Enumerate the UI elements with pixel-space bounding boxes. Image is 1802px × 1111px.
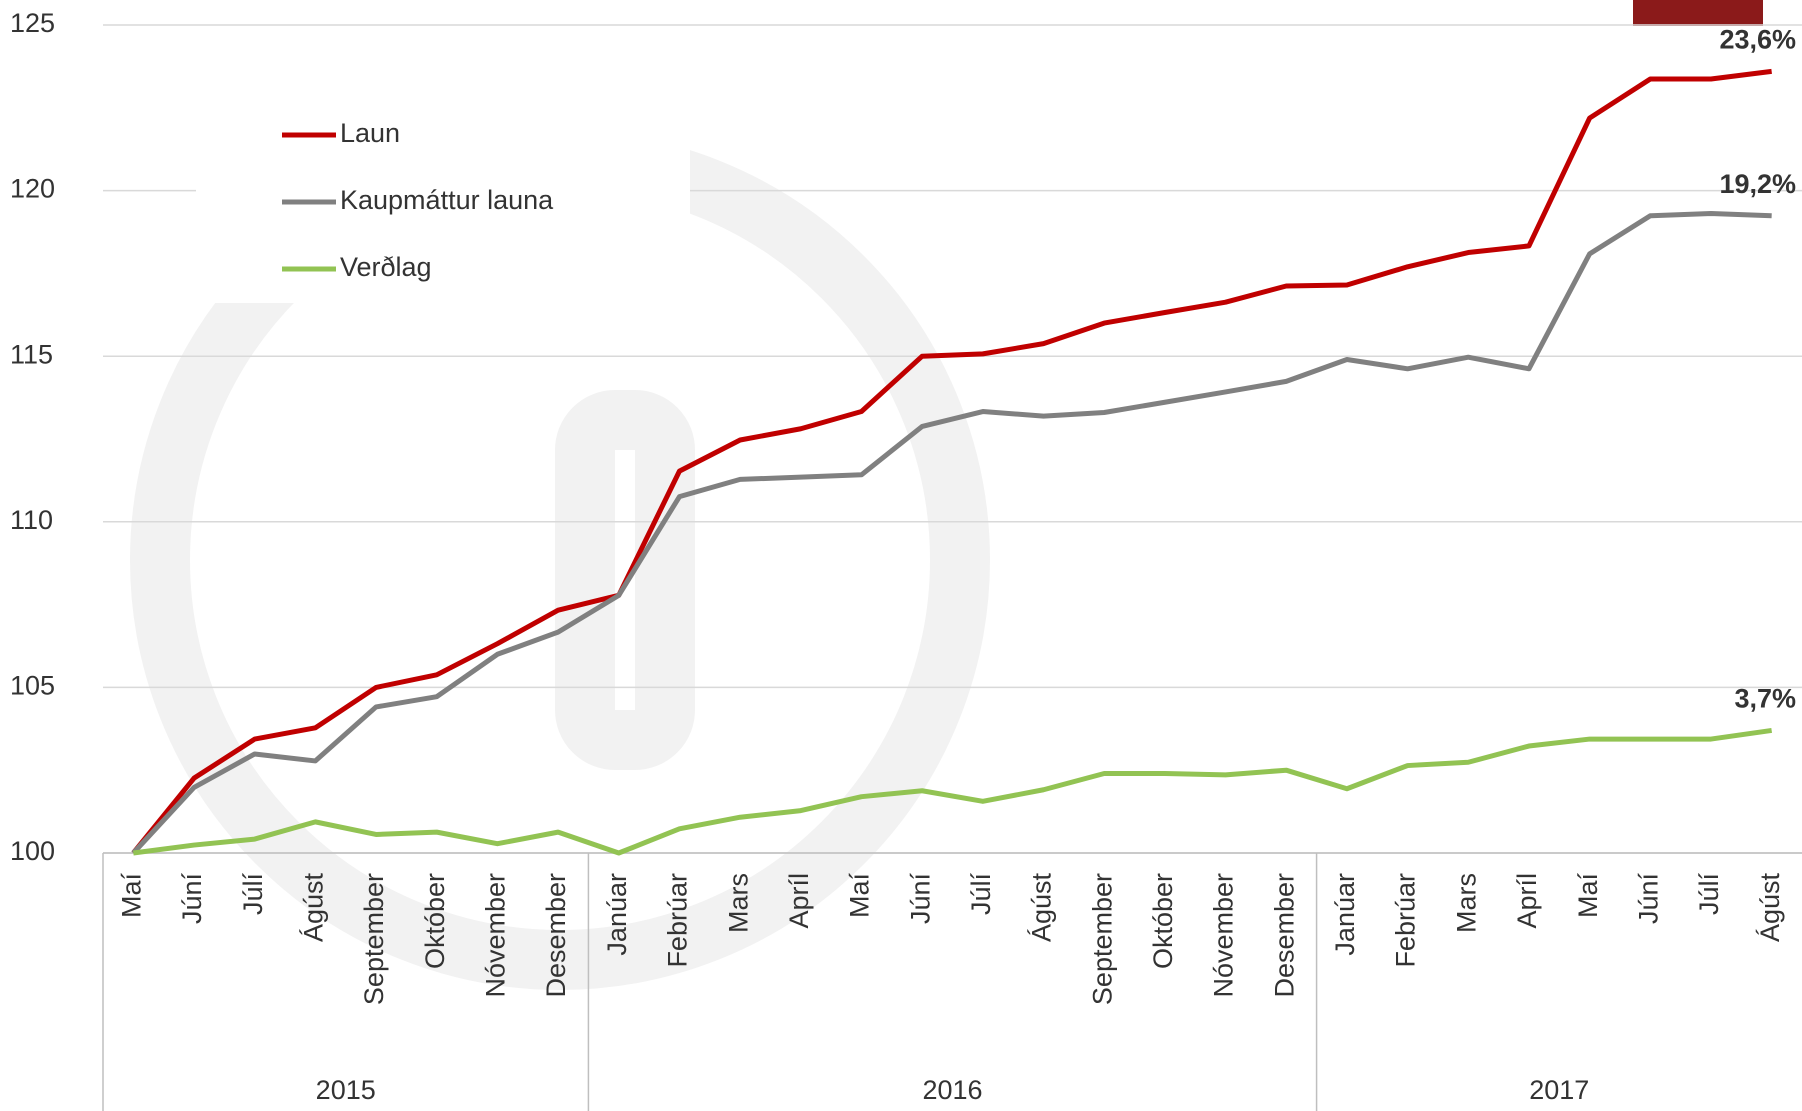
x-tick-label: Nóvember [1209,873,1239,998]
line [133,727,1773,856]
x-tick-label: Júlí [1694,873,1724,916]
x-tick-label: Maí [116,873,146,919]
legend-box [196,105,690,303]
x-tick-label: Desember [541,873,571,998]
legend-label: Kaupmáttur launa [340,185,554,215]
x-tick-label: Apríl [784,873,814,929]
x-tick-label: Maí [1573,873,1603,919]
y-tick-label: 110 [10,505,53,535]
x-tick-label: Ágúst [1027,873,1057,943]
x-tick-label: Mars [1451,873,1481,933]
year-label: 2016 [922,1075,982,1105]
legend-label: Laun [340,118,400,148]
x-tick-label: Febrúar [1391,873,1421,968]
end-label: 19,2% [1719,169,1796,199]
y-tick-label: 100 [10,836,55,866]
x-tick-label: Júlí [966,873,996,916]
x-tick-label: Október [1148,873,1178,969]
x-tick-label: Ágúst [299,873,329,943]
x-tick-label: Janúar [602,873,632,956]
x-tick-label: September [359,873,389,1005]
line [131,210,1772,855]
x-tick-label: Ágúst [1755,873,1785,943]
end-label: 3,7% [1734,684,1796,714]
y-tick-label: 125 [10,8,55,38]
x-tick-label: Júní [177,873,207,925]
y-tick-label: 115 [10,339,53,369]
end-label: 23,6% [1719,24,1796,54]
x-tick-label: Október [420,873,450,969]
x-tick-label: Desember [1269,873,1299,998]
logo [1633,0,1763,26]
y-tick-label: 105 [10,671,55,701]
watermark-link [555,390,695,770]
x-tick-label: Janúar [1330,873,1360,956]
y-tick-label: 120 [10,174,55,204]
x-tick-label: Maí [845,873,875,919]
x-tick-label: Júlí [238,873,268,916]
x-tick-label: Febrúar [663,873,693,968]
year-label: 2017 [1529,1075,1589,1105]
year-label: 2015 [316,1075,376,1105]
x-tick-label: Júní [1633,873,1663,925]
x-tick-label: Júní [905,873,935,925]
x-tick-label: Mars [723,873,753,933]
x-tick-label: Nóvember [481,873,511,998]
line [131,68,1772,855]
legend-label: Verðlag [340,252,432,282]
x-tick-label: September [1087,873,1117,1005]
x-tick-label: Apríl [1512,873,1542,929]
